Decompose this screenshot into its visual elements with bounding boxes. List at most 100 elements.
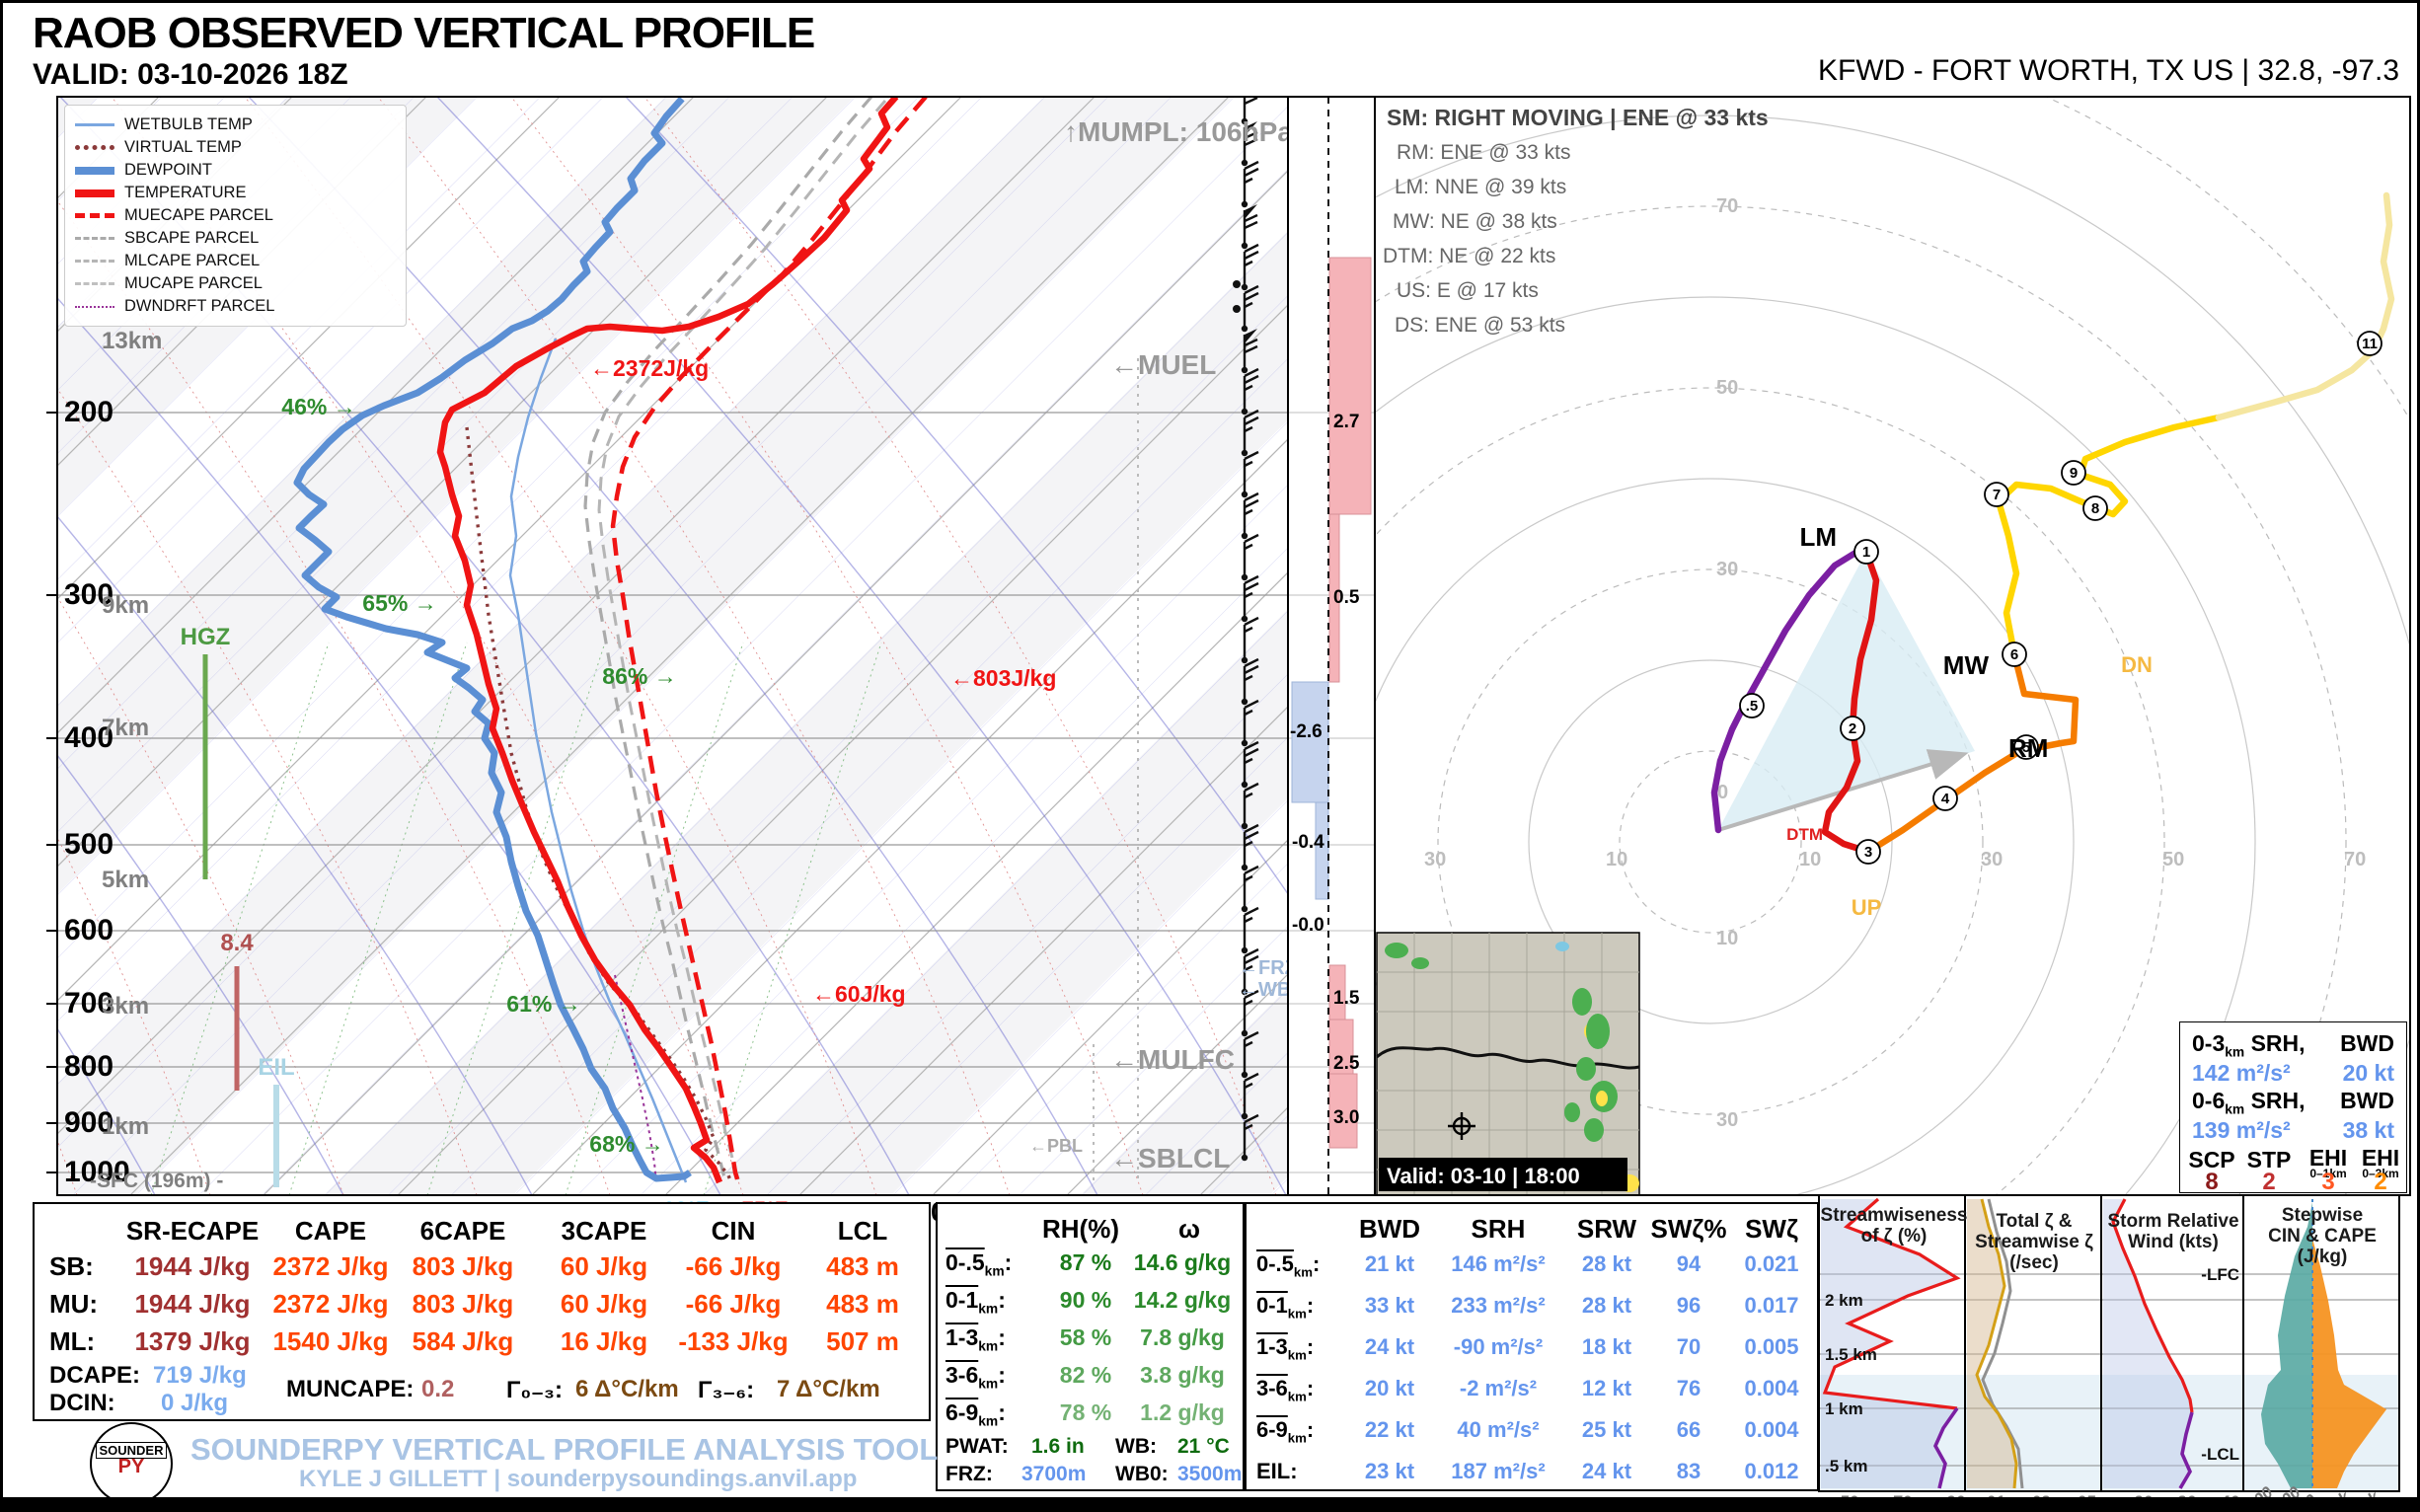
svg-text:7: 7 [1993, 487, 2001, 503]
srh-0-6-header: 0-6km SRH, [2192, 1088, 2306, 1117]
bottom-bar [3, 1497, 2417, 1509]
kin-0-srw: 28 kt [1581, 1251, 1632, 1276]
ml-cape: 1540 J/kg [272, 1326, 389, 1356]
mu-3cape: 60 J/kg [560, 1289, 648, 1319]
p2-streamwise-zeta-line [1975, 1198, 2018, 1489]
kin-eil-srw: 24 kt [1581, 1459, 1632, 1483]
kin-1-bwd: 33 kt [1364, 1293, 1415, 1318]
kin-4-swz: 0.004 [1744, 1417, 1799, 1442]
w-val-2: 7.8 g/kg [1140, 1324, 1225, 1350]
kin-3-bwd: 20 kt [1364, 1376, 1415, 1400]
isotherm-lines [57, 97, 1288, 1195]
lm-line: LM: NNE @ 39 kts [1395, 176, 1566, 198]
ml-3cape: 16 J/kg [560, 1326, 648, 1356]
cape-60-label: ←60J/kg [812, 981, 906, 1007]
dcin-value: 0 J/kg [161, 1390, 229, 1416]
muncape-value: 0.2 [421, 1376, 455, 1402]
svg-text:10: 10 [1606, 849, 1627, 870]
mulfc-label: ←MULFC [1110, 1044, 1235, 1075]
dcape-label: DCAPE: [49, 1362, 141, 1389]
kin-4-swzpct: 66 [1676, 1417, 1702, 1442]
rh-65-label: 65% → [362, 590, 436, 616]
omega-bars [1291, 257, 1372, 1149]
pressure-label-800: 800 [64, 1050, 113, 1083]
pressure-label-700: 700 [64, 987, 113, 1020]
pressure-label-300: 300 [64, 578, 113, 611]
kin-row-label-3: 3-6km: [1256, 1376, 1315, 1404]
w-val-3: 3.8 g/kg [1140, 1362, 1225, 1388]
kinematics-table: BWD SRH SRW SWζ% SWζ 0-.5km: 21 kt 146 m… [1245, 1202, 1819, 1491]
pressure-label-400: 400 [64, 721, 113, 754]
wetbulb-swatch [75, 123, 114, 126]
kin-3-srw: 12 kt [1581, 1376, 1632, 1400]
legend-label: VIRTUAL TEMP [124, 138, 242, 156]
hodograph-panel: 70 50 30 0 10 30 30 10 10 30 50 70 [1374, 96, 2411, 1196]
omega-val-3: -0.4 [1292, 832, 1324, 853]
kin-4-srw: 25 kt [1581, 1417, 1632, 1442]
height-label-1km: 1km [102, 1113, 149, 1140]
rh-46-label: 46% → [281, 394, 355, 419]
bwd-0-6-header: BWD [2340, 1088, 2394, 1113]
srh-0-6-value: 139 m²/s² [2192, 1117, 2291, 1143]
legend-item: MLCAPE PARCEL [75, 250, 396, 272]
p4-border [2242, 1194, 2400, 1492]
dewpoint-swatch [75, 166, 114, 175]
kin-row-label-eil: EIL: [1256, 1459, 1298, 1483]
svg-text:4: 4 [1941, 791, 1950, 807]
kin-0-bwd: 21 kt [1364, 1251, 1415, 1276]
mumpl-label: ↑MUMPL: 106hPa [1064, 116, 1293, 147]
p3-fill [2103, 1199, 2192, 1488]
rm-point-label: RM [2008, 733, 2048, 763]
omega-val-6: 2.5 [1333, 1053, 1360, 1074]
kin-1-swz: 0.017 [1744, 1293, 1799, 1318]
dwndrft-swatch [75, 305, 114, 308]
kin-4-srh: 40 m²/s² [1457, 1417, 1540, 1442]
svg-text:6: 6 [2010, 646, 2018, 663]
mixing-ratio-lines [150, 642, 882, 1195]
svg-text:10: 10 [1716, 928, 1738, 949]
lapse-3-6-value: 7 Δ°C/km [777, 1376, 880, 1402]
frz-table-label: FRZ: [945, 1463, 993, 1485]
p1-streamwiseness-line [1822, 1197, 1961, 1410]
wind-barb-column [1233, 97, 1260, 1163]
srh-triangle [1718, 552, 1975, 830]
lfc-label: -LFC [2201, 1265, 2239, 1284]
skewt-legend: WETBULB TEMP VIRTUAL TEMP DEWPOINT TEMPE… [64, 105, 407, 327]
svg-text:50: 50 [2162, 849, 2184, 870]
wb-value: 21 °C [1177, 1435, 1230, 1458]
pwat-value: 1.6 in [1031, 1435, 1085, 1458]
col-swz: SWζ [1745, 1214, 1798, 1244]
wb-label: WB: [1115, 1435, 1157, 1458]
radar-map-inset: Valid: 03-10 | 18:00 [1376, 932, 1640, 1195]
bwd-0-3-value: 20 kt [2342, 1060, 2394, 1086]
col-lcl: LCL [837, 1216, 888, 1246]
legend-item: MUECAPE PARCEL [75, 204, 396, 227]
ml-srecape: 1379 J/kg [134, 1326, 251, 1356]
radar-caption-bg [1379, 1158, 1627, 1191]
omega-val-4: -0.0 [1292, 915, 1324, 936]
rh-val-3: 82 % [1059, 1362, 1112, 1388]
kin-row-label-1: 0-1km: [1256, 1293, 1315, 1322]
logo-sounder-text: SOUNDER [96, 1442, 167, 1459]
ehi3-sub: 0–3km [2362, 1167, 2399, 1180]
legend-item: WETBULB TEMP [75, 113, 396, 136]
dcin-label: DCIN: [49, 1390, 115, 1416]
page-title: RAOB OBSERVED VERTICAL PROFILE [33, 9, 815, 57]
kin-1-srh: 233 m²/s² [1451, 1293, 1546, 1318]
sbcape-parcel-trace [583, 97, 873, 1183]
surface-label: -SFC (196m) - [90, 1170, 223, 1192]
kin-4-bwd: 22 kt [1364, 1417, 1415, 1442]
kin-3-swzpct: 76 [1676, 1376, 1702, 1400]
w-val-1: 14.2 g/kg [1133, 1287, 1232, 1313]
svg-text:9: 9 [2070, 465, 2078, 482]
sb-cape: 2372 J/kg [272, 1251, 389, 1281]
radar-echoes [1385, 942, 1639, 1192]
muel-label: ←MUEL [1110, 349, 1216, 380]
legend-label: MUCAPE PARCEL [124, 274, 263, 292]
dcape-value: 719 J/kg [153, 1362, 247, 1389]
pressure-label-600: 600 [64, 914, 113, 946]
svg-text:3: 3 [1864, 844, 1872, 861]
frz-label: ←FRZ [1239, 957, 1297, 979]
virtualtemp-swatch [75, 145, 114, 150]
